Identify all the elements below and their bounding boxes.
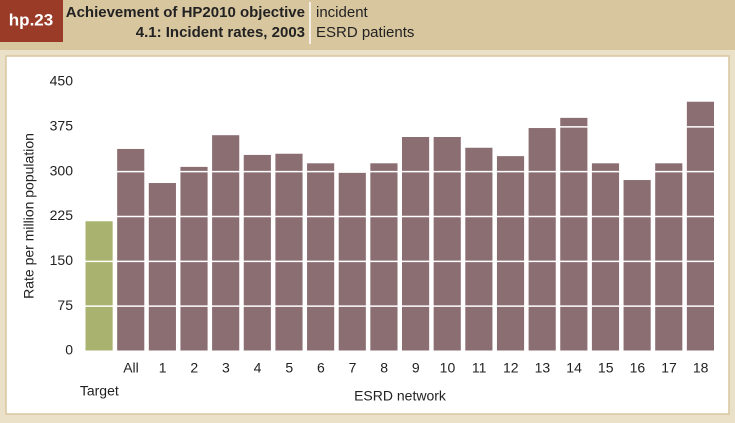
y-tick-label: 375 <box>50 118 74 134</box>
x-tick-label: 18 <box>693 360 709 376</box>
x-tick-label: All <box>123 360 139 376</box>
chart-title: Achievement of HP2010 objective <box>66 4 305 21</box>
x-tick-label: 6 <box>317 360 325 376</box>
x-tick-label: 2 <box>190 360 198 376</box>
x-tick-label: 3 <box>222 360 230 376</box>
x-tick-label: 15 <box>598 360 614 376</box>
bar <box>686 101 714 351</box>
bar <box>275 153 303 351</box>
bar <box>433 136 461 351</box>
x-tick-label: 5 <box>285 360 293 376</box>
x-tick-label: 12 <box>503 360 519 376</box>
bar <box>560 117 588 351</box>
y-tick-label: 450 <box>50 73 74 89</box>
bar <box>243 154 271 351</box>
bar <box>212 135 240 351</box>
subtitle: incident <box>316 4 369 21</box>
subtitle: ESRD patients <box>316 24 414 41</box>
bar <box>148 183 176 351</box>
y-tick-label: 300 <box>50 162 74 178</box>
x-tick-label: 14 <box>566 360 582 376</box>
bar <box>370 163 398 351</box>
bar <box>655 163 683 351</box>
bar <box>307 163 335 351</box>
y-tick-label: 150 <box>50 252 74 268</box>
label-box <box>0 0 63 42</box>
bar <box>465 147 493 351</box>
y-tick-label: 0 <box>65 342 73 358</box>
x-tick-label: 4 <box>254 360 262 376</box>
y-tick-label: 75 <box>57 297 73 313</box>
bar <box>180 166 208 351</box>
x-tick-label: 16 <box>630 360 646 376</box>
x-axis-label: ESRD network <box>354 388 447 404</box>
x-tick-label: 11 <box>472 360 487 376</box>
x-tick-label: 8 <box>380 360 388 376</box>
bar <box>591 163 620 351</box>
header-band <box>0 0 735 50</box>
bar <box>402 136 430 351</box>
x-tick-label: Target <box>80 383 119 399</box>
bar <box>117 148 145 351</box>
bar <box>85 221 113 351</box>
x-tick-label: 10 <box>440 360 456 376</box>
x-tick-label: 9 <box>412 360 420 376</box>
bar <box>528 128 556 351</box>
bar <box>623 180 651 351</box>
x-tick-label: 1 <box>159 360 167 376</box>
x-tick-label: 17 <box>661 360 677 376</box>
chart-title: 4.1: Incident rates, 2003 <box>136 24 305 41</box>
x-tick-label: 13 <box>535 360 551 376</box>
figure-label: hp.23 <box>9 10 53 29</box>
y-axis-label: Rate per million population <box>21 133 37 299</box>
bar <box>496 156 525 351</box>
x-tick-label: 7 <box>349 360 357 376</box>
y-tick-label: 225 <box>50 207 74 223</box>
plot-panel <box>5 55 730 415</box>
